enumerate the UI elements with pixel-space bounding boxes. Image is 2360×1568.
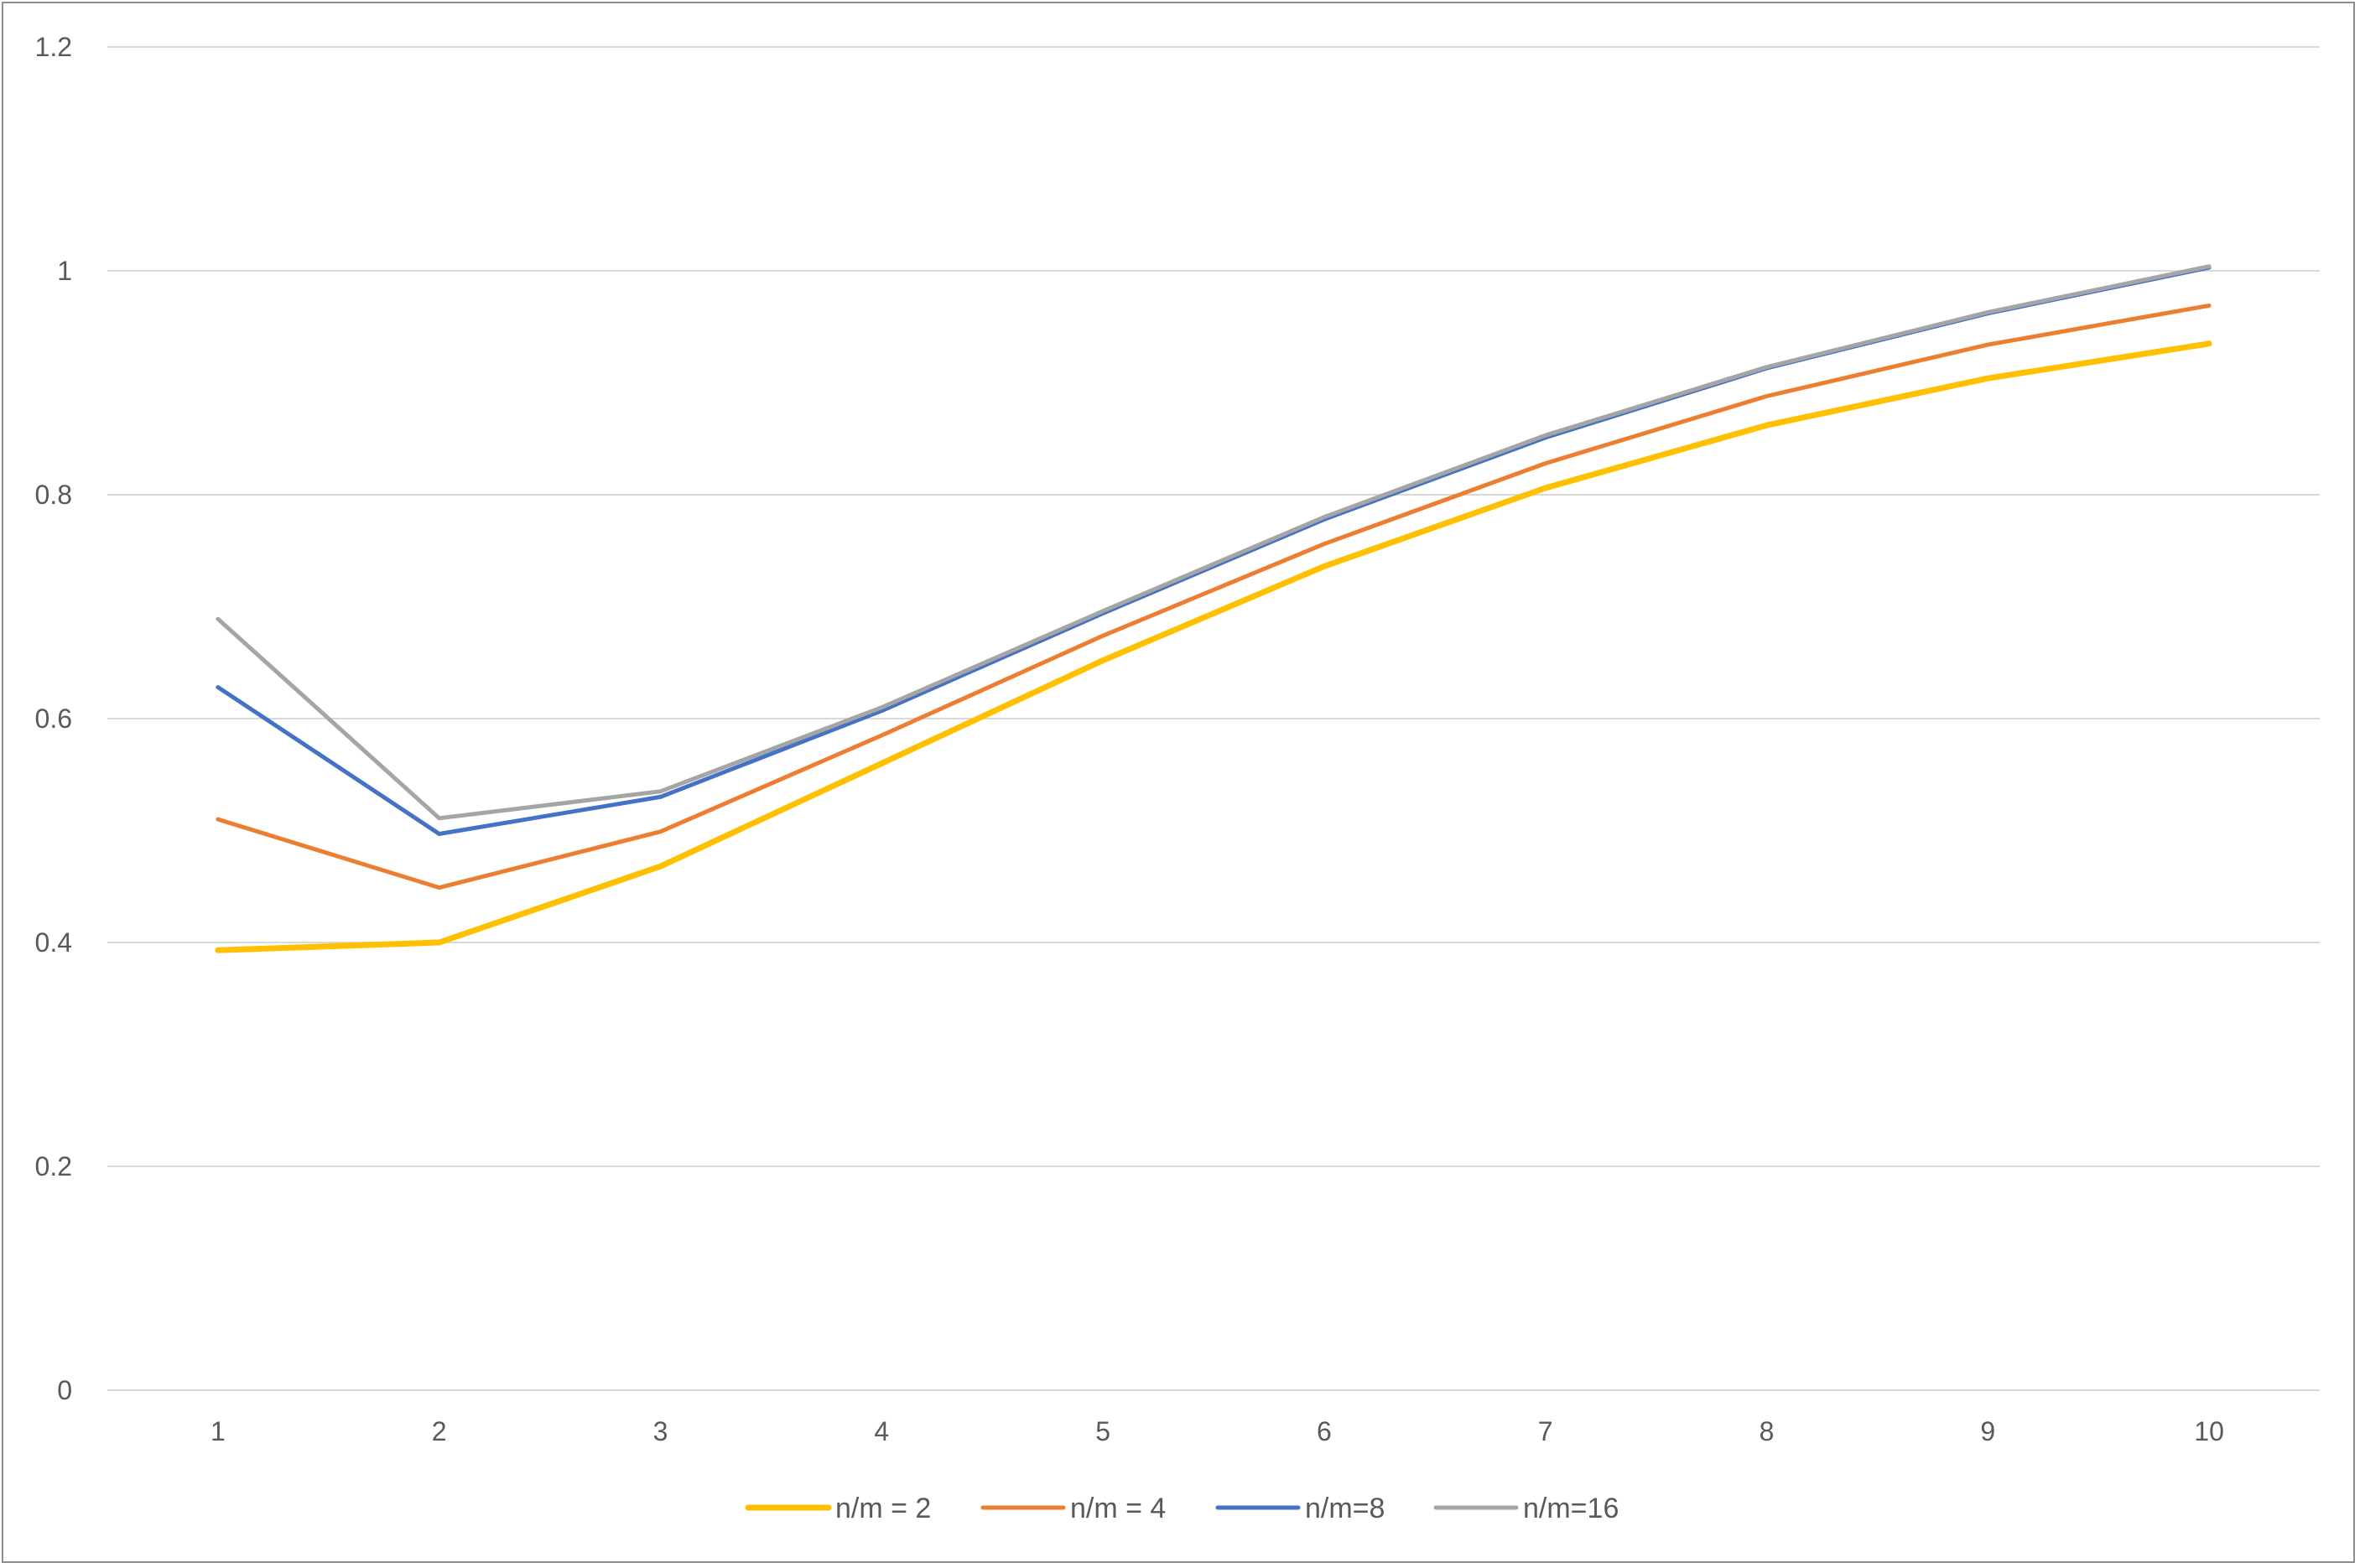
series-line-2 (216, 303, 2212, 890)
y-tick-label: 0.2 (35, 1151, 72, 1181)
y-tick-label: 1.2 (35, 32, 72, 62)
legend-label: n/m=16 (1523, 1493, 1619, 1524)
x-tick-label: 7 (1538, 1416, 1553, 1446)
series-line-1 (215, 340, 2212, 953)
gridlines (107, 46, 2320, 1391)
x-tick-label: 9 (1980, 1416, 1995, 1446)
legend-label: n/m = 4 (1070, 1493, 1166, 1524)
x-tick-label: 6 (1317, 1416, 1332, 1446)
y-tick-label: 0.4 (35, 927, 72, 958)
legend-item-1: n/m = 2 (745, 1493, 931, 1524)
y-tick-label: 1 (57, 256, 72, 286)
legend-label: n/m = 2 (835, 1493, 931, 1524)
legend: n/m = 2 n/m = 4 n/m=8 n/m=16 (745, 1493, 1619, 1524)
legend-label: n/m=8 (1305, 1493, 1385, 1524)
y-tick-label: 0.8 (35, 480, 72, 510)
series-line-3 (216, 265, 2212, 836)
x-tick-label: 1 (211, 1416, 226, 1446)
x-tick-label: 3 (653, 1416, 668, 1446)
x-tick-label: 5 (1095, 1416, 1110, 1446)
y-axis-tick-labels: 0 0.2 0.4 0.6 0.8 1 1.2 (35, 32, 72, 1405)
x-tick-label: 8 (1760, 1416, 1775, 1446)
series-lines (215, 264, 2212, 953)
x-tick-label: 10 (2194, 1416, 2224, 1446)
legend-item-2: n/m = 4 (980, 1493, 1166, 1524)
y-tick-label: 0.6 (35, 704, 72, 734)
x-axis-tick-labels: 1 2 3 4 5 6 7 8 9 10 (211, 1416, 2224, 1446)
legend-item-3: n/m=8 (1215, 1493, 1385, 1524)
legend-item-4: n/m=16 (1433, 1493, 1619, 1524)
x-tick-label: 4 (874, 1416, 889, 1446)
line-chart: 00.20.40.60.811.2 1 2 3 4 5 6 7 8 9 10 n/m = 2 n/m… (35, 32, 2320, 1524)
series-line-4 (216, 264, 2212, 821)
x-tick-label: 2 (432, 1416, 447, 1446)
y-tick-label: 0 (57, 1375, 72, 1405)
